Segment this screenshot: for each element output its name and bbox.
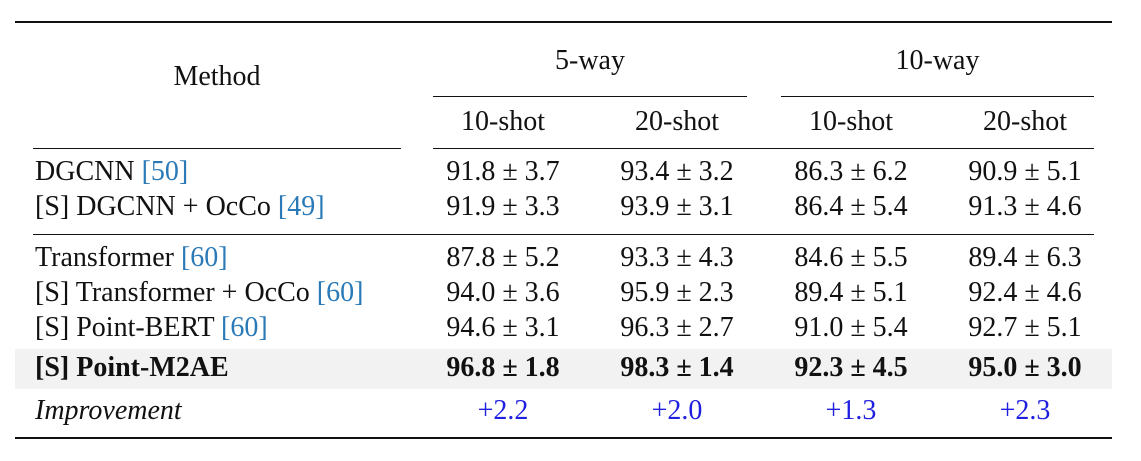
- cell-10way-20shot: 90.9 ± 5.1: [968, 156, 1082, 187]
- improvement-label: Improvement: [35, 395, 182, 426]
- citation-link[interactable]: [60]: [221, 312, 268, 343]
- row-method: [S] Transformer + OcCo [60]: [35, 276, 363, 310]
- cell-5way-10shot: 91.8 ± 3.7: [446, 156, 560, 187]
- header-method: Method: [173, 61, 261, 92]
- citation-link[interactable]: [49]: [277, 191, 325, 222]
- cell-10way-20shot: 89.4 ± 6.3: [968, 242, 1082, 273]
- improvement-5way-10shot: +2.2: [477, 395, 529, 426]
- method-name: DGCNN: [35, 156, 135, 187]
- cell-5way-10shot: 94.6 ± 3.1: [446, 312, 560, 343]
- cell-5way-10shot: 96.8 ± 1.8: [446, 352, 560, 383]
- bottom-rule: [15, 437, 1112, 439]
- row-method-ours: [S] Point-M2AE: [35, 352, 229, 383]
- improvement-5way-20shot: +2.0: [651, 395, 703, 426]
- citation-link[interactable]: [60]: [316, 277, 364, 308]
- citation-link[interactable]: [50]: [141, 156, 189, 187]
- citation-link[interactable]: [60]: [180, 242, 228, 273]
- header-subcol-10way-20shot: 20-shot: [983, 106, 1067, 137]
- header-rule-values: [433, 148, 1094, 149]
- cell-5way-20shot: 93.3 ± 4.3: [620, 242, 734, 273]
- cell-5way-20shot: 93.4 ± 3.2: [620, 156, 734, 187]
- cell-10way-20shot: 91.3 ± 4.6: [968, 191, 1082, 222]
- improvement-10way-20shot: +2.3: [999, 395, 1051, 426]
- cell-5way-20shot: 96.3 ± 2.7: [620, 312, 734, 343]
- row-method: [S] Point-BERT [60]: [35, 311, 268, 345]
- method-name: Transformer: [35, 242, 174, 273]
- cell-5way-20shot: 98.3 ± 1.4: [620, 352, 734, 383]
- cell-10way-20shot: 92.4 ± 4.6: [968, 277, 1082, 308]
- cell-10way-10shot: 86.3 ± 6.2: [794, 156, 908, 187]
- cell-5way-20shot: 93.9 ± 3.1: [620, 191, 734, 222]
- row-method: DGCNN [50]: [35, 155, 188, 189]
- header-group-10way: 10-way: [895, 45, 980, 76]
- row-method: Transformer [60]: [35, 241, 228, 275]
- group-rule-10way: [781, 96, 1094, 97]
- cell-10way-20shot: 95.0 ± 3.0: [968, 352, 1082, 383]
- header-group-5way: 5-way: [555, 45, 625, 76]
- cell-10way-10shot: 92.3 ± 4.5: [794, 352, 908, 383]
- cell-10way-10shot: 89.4 ± 5.1: [794, 277, 908, 308]
- cell-10way-20shot: 92.7 ± 5.1: [968, 312, 1082, 343]
- cell-5way-20shot: 95.9 ± 2.3: [620, 277, 734, 308]
- header-subcol-10way-10shot: 10-shot: [809, 106, 893, 137]
- cell-5way-10shot: 94.0 ± 3.6: [446, 277, 560, 308]
- top-rule: [15, 21, 1112, 23]
- improvement-10way-10shot: +1.3: [825, 395, 877, 426]
- header-subcol-5way-20shot: 20-shot: [635, 106, 719, 137]
- method-name: [S] Point-BERT: [35, 312, 215, 343]
- cell-5way-10shot: 87.8 ± 5.2: [446, 242, 560, 273]
- cell-10way-10shot: 86.4 ± 5.4: [794, 191, 908, 222]
- method-name: [S] DGCNN + OcCo: [35, 191, 271, 222]
- header-subcol-5way-10shot: 10-shot: [461, 106, 545, 137]
- row-method: [S] DGCNN + OcCo [49]: [35, 190, 325, 224]
- cell-5way-10shot: 91.9 ± 3.3: [446, 191, 560, 222]
- section-rule: [33, 234, 1094, 235]
- cell-10way-10shot: 91.0 ± 5.4: [794, 312, 908, 343]
- header-rule-method: [33, 148, 401, 149]
- highlight-row-background: [15, 349, 1112, 389]
- group-rule-5way: [433, 96, 747, 97]
- cell-10way-10shot: 84.6 ± 5.5: [794, 242, 908, 273]
- method-name: [S] Transformer + OcCo: [35, 277, 310, 308]
